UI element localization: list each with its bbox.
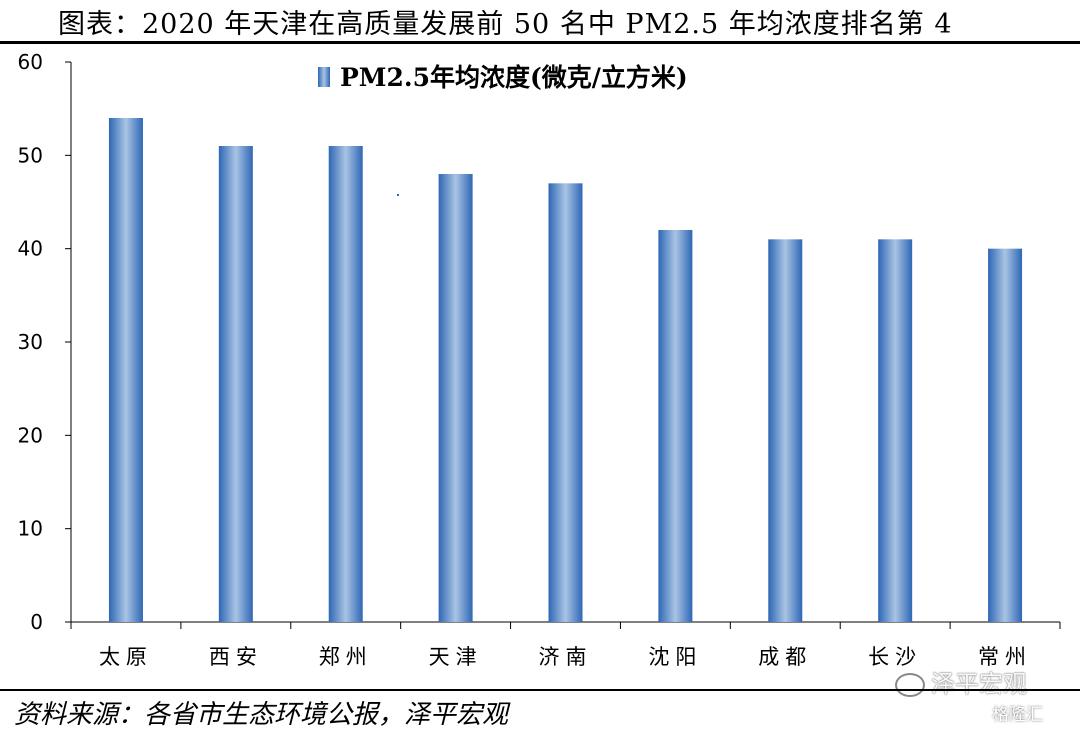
x-category-label: 西安 bbox=[209, 645, 263, 669]
x-category-label: 太原 bbox=[99, 645, 153, 669]
bar-chart: 0 10 20 30 40 50 60 太原 西安 郑州 天津 济南 沈阳 成都 长沙 常州 PM2.5年均… bbox=[18, 50, 1061, 669]
bar-济南 bbox=[548, 183, 583, 623]
y-tick-labels: 0 10 20 30 40 50 60 bbox=[18, 50, 43, 634]
y-tick-label: 60 bbox=[18, 50, 43, 74]
y-tick-label: 50 bbox=[18, 143, 43, 167]
bar-天津 bbox=[438, 174, 473, 622]
title-divider bbox=[0, 41, 1080, 44]
bar-沈阳 bbox=[658, 230, 693, 622]
x-category-labels: 太原 西安 郑州 天津 济南 沈阳 成都 长沙 常州 bbox=[99, 645, 1032, 669]
badge-text: 格隆汇 bbox=[992, 705, 1043, 725]
watermark-text: 泽平宏观 bbox=[931, 670, 1027, 698]
x-category-label: 济南 bbox=[539, 645, 593, 669]
bar-series bbox=[108, 118, 1023, 623]
source-note: 资料来源：各省市生态环境公报，泽平宏观 bbox=[14, 700, 509, 730]
y-tick-label: 10 bbox=[18, 517, 43, 541]
footer-divider bbox=[0, 689, 1080, 691]
x-category-label: 天津 bbox=[429, 645, 483, 669]
y-tick-label: 30 bbox=[18, 330, 43, 354]
legend-label: PM2.5年均浓度(微克/立方米) bbox=[340, 63, 688, 92]
y-tick-label: 20 bbox=[18, 423, 43, 447]
wechat-icon bbox=[895, 673, 925, 697]
x-category-label: 常州 bbox=[978, 645, 1032, 669]
stray-dot bbox=[397, 194, 399, 196]
legend-swatch bbox=[318, 67, 330, 87]
bar-西安 bbox=[218, 146, 253, 622]
y-tick-label: 0 bbox=[30, 610, 43, 634]
y-tick-label: 40 bbox=[18, 237, 43, 261]
bar-成都 bbox=[768, 239, 803, 623]
watermark: 泽平宏观 bbox=[895, 664, 1027, 699]
chart-title: 图表：2020 年天津在高质量发展前 50 名中 PM2.5 年均浓度排名第 4 bbox=[58, 9, 953, 40]
bar-太原 bbox=[108, 118, 143, 622]
bar-常州 bbox=[988, 248, 1023, 622]
x-category-label: 沈阳 bbox=[648, 645, 702, 669]
x-category-label: 成都 bbox=[758, 645, 812, 669]
bar-长沙 bbox=[878, 239, 913, 623]
x-category-label: 郑州 bbox=[319, 645, 373, 669]
bar-郑州 bbox=[328, 146, 363, 622]
x-category-label: 长沙 bbox=[868, 645, 922, 669]
chart-legend: PM2.5年均浓度(微克/立方米) bbox=[318, 63, 688, 92]
